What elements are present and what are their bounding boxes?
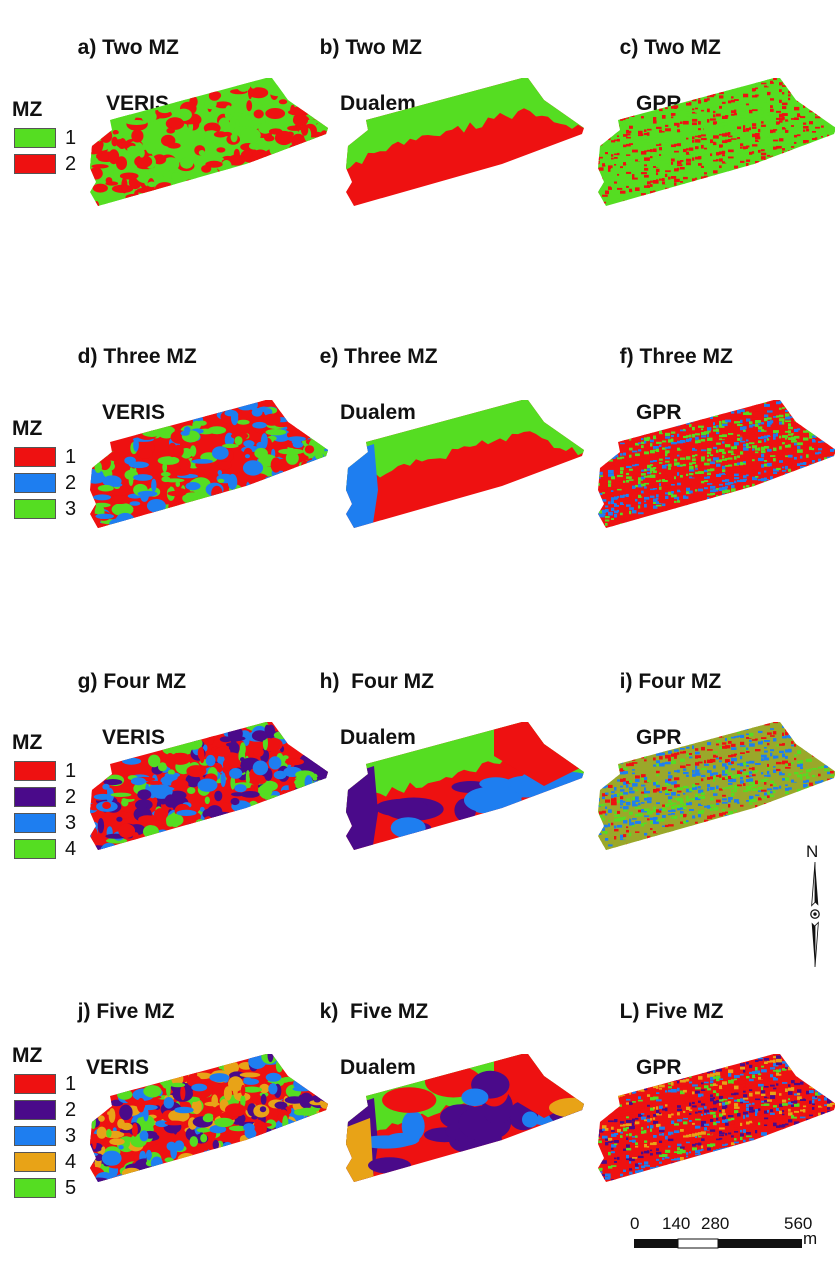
field-map-k — [344, 1048, 584, 1184]
legend-swatch — [14, 499, 56, 519]
legend-swatch — [14, 761, 56, 781]
legend-swatch — [14, 154, 56, 174]
field-map-h — [344, 716, 584, 852]
legend-swatch — [14, 813, 56, 833]
panel-title-line1: f) Three MZ — [620, 345, 733, 368]
field-map-b — [344, 72, 584, 208]
legend-swatch — [14, 128, 56, 148]
legend-item: 1 — [12, 759, 42, 785]
legend-label: 2 — [65, 471, 76, 495]
legend-label: 5 — [65, 1176, 76, 1200]
legend-label: 4 — [65, 837, 76, 861]
field-map-g — [88, 716, 328, 852]
field-map-a — [88, 72, 328, 208]
field-zones — [79, 394, 334, 538]
panel-title-line1: b) Two MZ — [320, 36, 422, 59]
legend-item: 4 — [12, 837, 42, 863]
legend-label: 1 — [65, 1072, 76, 1096]
scale-tick-0: 0 — [630, 1214, 639, 1234]
legend-item: 3 — [12, 811, 42, 837]
legend-item: 1 — [12, 445, 42, 471]
legend-three-mz: MZ 1 2 3 — [12, 417, 42, 523]
legend-swatch — [14, 787, 56, 807]
legend-label: 2 — [65, 152, 76, 176]
legend-label: 3 — [65, 811, 76, 835]
field-zones — [344, 394, 584, 530]
legend-label: 2 — [65, 785, 76, 809]
legend-title: MZ — [12, 1044, 42, 1068]
panel-title-line1: i) Four MZ — [620, 670, 721, 693]
panel-title-line1: k) Five MZ — [320, 1000, 429, 1023]
field-zones — [82, 72, 332, 212]
field-zones — [344, 716, 590, 852]
legend-item: 2 — [12, 471, 42, 497]
legend-label: 1 — [65, 445, 76, 469]
scale-tick-140: 140 — [662, 1214, 690, 1234]
legend-swatch — [14, 447, 56, 467]
legend-title: MZ — [12, 731, 42, 755]
legend-title: MZ — [12, 417, 42, 441]
legend-item: 3 — [12, 497, 42, 523]
field-map-j — [88, 1048, 328, 1184]
legend-swatch — [14, 1178, 56, 1198]
legend-swatch — [14, 839, 56, 859]
north-arrow-icon — [797, 862, 833, 967]
panel-title-line1: e) Three MZ — [320, 345, 438, 368]
legend-five-mz: MZ 1 2 3 4 5 — [12, 1044, 42, 1202]
legend-item: 3 — [12, 1124, 42, 1150]
legend-label: 3 — [65, 497, 76, 521]
legend-swatch — [14, 1074, 56, 1094]
scale-tick-280: 280 — [701, 1214, 729, 1234]
legend-item: 2 — [12, 785, 42, 811]
legend-label: 1 — [65, 759, 76, 783]
field-map-d — [88, 394, 328, 530]
legend-item: 2 — [12, 1098, 42, 1124]
panel-title-line1: c) Two MZ — [620, 36, 721, 59]
legend-item: 4 — [12, 1150, 42, 1176]
field-map-l — [596, 1048, 835, 1184]
legend-label: 2 — [65, 1098, 76, 1122]
panel-title-line1: L) Five MZ — [620, 1000, 724, 1023]
legend-swatch — [14, 1100, 56, 1120]
panel-title-line1: g) Four MZ — [78, 670, 186, 693]
scale-bar-graphic — [634, 1238, 804, 1250]
legend-swatch — [14, 1152, 56, 1172]
panel-title-line1: h) Four MZ — [320, 670, 434, 693]
legend-label: 4 — [65, 1150, 76, 1174]
legend-item: 5 — [12, 1176, 42, 1202]
legend-swatch — [14, 473, 56, 493]
scale-unit: m — [803, 1229, 817, 1249]
field-map-i — [596, 716, 835, 852]
field-zones — [344, 1048, 598, 1184]
field-zones — [83, 712, 338, 856]
north-arrow-label: N — [806, 842, 818, 862]
legend-item: 2 — [12, 152, 42, 178]
legend-label: 3 — [65, 1124, 76, 1148]
field-zones — [81, 1048, 336, 1195]
legend-swatch — [14, 1126, 56, 1146]
panel-title-line1: j) Five MZ — [78, 1000, 175, 1023]
field-zones — [344, 72, 584, 208]
legend-title: MZ — [12, 98, 42, 122]
legend-label: 1 — [65, 126, 76, 150]
legend-item: 1 — [12, 126, 42, 152]
legend-four-mz: MZ 1 2 3 4 — [12, 731, 42, 863]
panel-title-line1: a) Two MZ — [78, 36, 179, 59]
legend-two-mz: MZ 1 2 — [12, 98, 42, 178]
legend-item: 1 — [12, 1072, 42, 1098]
field-map-f — [596, 394, 835, 530]
panel-title-line1: d) Three MZ — [78, 345, 197, 368]
field-map-e — [344, 394, 584, 530]
field-map-c — [596, 72, 835, 208]
